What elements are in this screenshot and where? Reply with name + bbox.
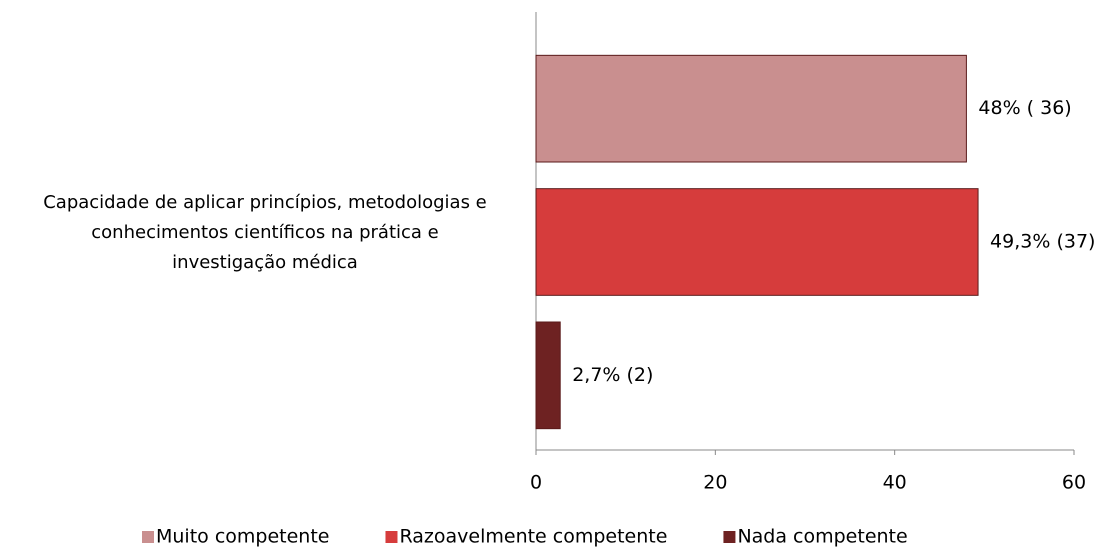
value-label: 2,7% (2) xyxy=(572,364,653,386)
category-label: Capacidade de aplicar princípios, metodo… xyxy=(43,192,487,273)
bar xyxy=(535,54,967,163)
value-label: 49,3% (37) xyxy=(990,231,1095,253)
x-tick-label: 40 xyxy=(883,472,907,494)
legend-label: Nada competente xyxy=(737,526,907,548)
legend-label: Razoavelmente competente xyxy=(399,526,667,548)
bar xyxy=(535,321,561,430)
value-label: 48% ( 36) xyxy=(978,97,1071,119)
legend-swatch xyxy=(385,531,398,543)
x-tick-label: 0 xyxy=(530,472,542,494)
bar xyxy=(535,188,979,296)
x-tick-label: 60 xyxy=(1062,472,1086,494)
legend-swatch xyxy=(142,531,154,543)
x-tick-label: 20 xyxy=(703,472,727,494)
legend-swatch xyxy=(723,531,736,543)
legend-label: Muito competente xyxy=(156,526,329,548)
